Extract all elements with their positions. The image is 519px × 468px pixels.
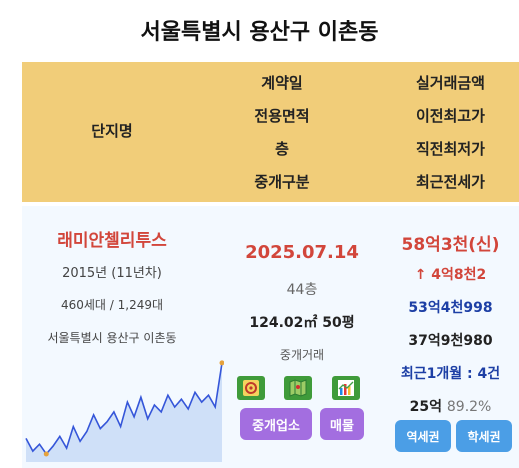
header-name: 단지명 [91,122,133,140]
header-prev-low: 직전최저가 [415,140,485,158]
header-prev-high: 이전최고가 [415,107,485,125]
header-price: 실거래금액 [415,74,485,92]
exclusive-area: 124.02㎡ 50평 [249,315,355,331]
contract-date: 2025.07.14 [245,242,359,263]
header-floor: 층 [275,140,289,158]
header-deal-type: 중개구분 [254,173,310,191]
apartment-name[interactable]: 래미안첼리투스 [57,231,167,251]
transaction-price: 58억3천(신) [401,235,500,255]
address: 서울특별시 용산구 이촌동 [47,331,177,345]
station-area-button[interactable]: 역세권 [395,420,451,452]
household-count: 460세대 / 1,249대 [60,298,164,312]
build-year: 2015년 (11년차) [62,266,162,281]
location-icon[interactable] [237,376,265,400]
sparkline-start-point [43,451,49,457]
listings-button[interactable]: 매물 [320,408,364,440]
jeonse-value: 25억 [409,399,442,415]
previous-high-price: 53억4천998 [408,300,493,316]
previous-low-price: 37억9천980 [408,333,493,349]
table-row[interactable]: 래미안첼리투스 2015년 (11년차) 460세대 / 1,249대 서울특별… [22,206,519,468]
recent-trade-count[interactable]: 최근1개월 : 4건 [400,366,501,382]
table-header: 단지명 계약일 전용면적 층 중개구분 실거래금액 이전최고가 직전최저가 최근… [22,62,519,202]
header-area: 전용면적 [254,107,310,125]
price-sparkline [25,360,224,462]
jeonse-ratio: 89.2% [446,399,492,415]
deal-type: 중개거래 [279,348,325,362]
header-jeonse: 최근전세가 [415,173,485,191]
chart-icon[interactable] [332,376,360,400]
price-change: ↑ 4억8천2 [414,267,487,283]
page-title: 서울특별시 용산구 이촌동 [140,20,379,45]
sparkline-fill [26,362,222,462]
agent-office-button[interactable]: 중개업소 [240,408,312,440]
header-contract-date: 계약일 [261,74,303,92]
recent-jeonse-price: 25억 89.2% [382,396,519,416]
sparkline-line [25,362,223,456]
map-icon[interactable] [284,376,312,400]
sparkline-end-point [219,360,224,366]
school-area-button[interactable]: 학세권 [456,420,512,452]
floor: 44층 [286,282,318,298]
